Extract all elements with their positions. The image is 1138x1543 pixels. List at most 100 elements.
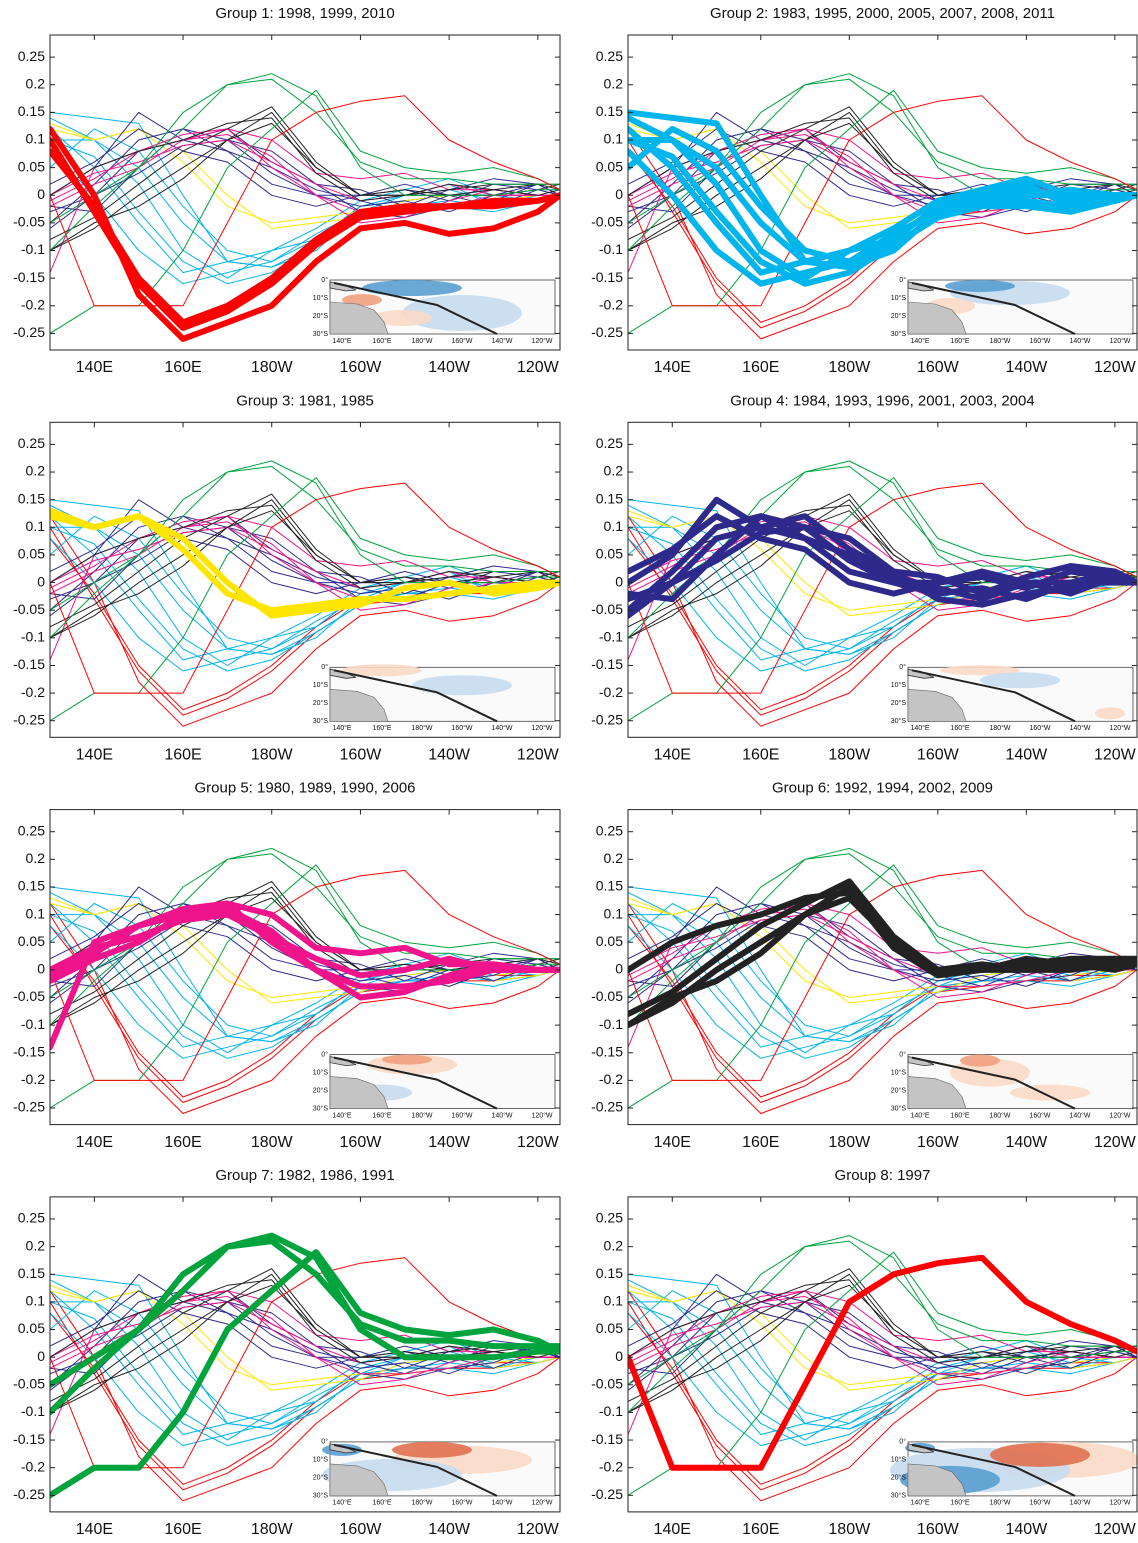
background-line [50, 106, 560, 240]
plot-frame [627, 1196, 1138, 1513]
inset-lon-label: 140°W [1069, 1111, 1090, 1119]
inset-lon-label: 140°E [332, 1111, 351, 1119]
background-line [50, 1301, 560, 1447]
background-line [50, 515, 560, 595]
plot-frame [627, 34, 1138, 351]
inset-lat-label: 10°S [891, 1456, 907, 1464]
y-tick-label: -0.2 [21, 296, 45, 312]
group-line [628, 524, 1137, 603]
y-tick-label: -0.2 [21, 1071, 45, 1087]
panel-title: Group 7: 1982, 1986, 1991 [215, 1167, 394, 1184]
inset-lon-label: 160°W [1029, 1499, 1050, 1507]
y-tick-label: -0.15 [13, 1043, 45, 1059]
inset-lon-label: 160°E [372, 1111, 391, 1119]
background-line [628, 1284, 1137, 1413]
x-tick-label: 120W [517, 1521, 560, 1538]
group-line [628, 513, 1137, 597]
y-tick-label: -0.2 [21, 1458, 45, 1474]
group-line [50, 1232, 560, 1388]
y-tick-label: 0.25 [596, 1210, 623, 1226]
group-line [628, 513, 1137, 614]
inset-lon-label: 180°W [989, 724, 1010, 732]
land [907, 688, 967, 722]
background-line [50, 73, 560, 224]
anomaly [1010, 1084, 1090, 1101]
lines [628, 73, 1137, 340]
background-line [50, 1301, 560, 1441]
x-tick-label: 140E [654, 747, 691, 764]
inset-lon-label: 140°W [1069, 337, 1090, 345]
inset-lon-label: 180°W [989, 337, 1010, 345]
anomaly [372, 310, 432, 326]
group-line [50, 507, 560, 614]
anomaly [980, 672, 1060, 689]
group-line [50, 906, 560, 1001]
y-tick-label: -0.1 [21, 241, 45, 257]
group-line [50, 137, 560, 331]
inset-lon-label: 140°W [1069, 1499, 1090, 1507]
y-tick-label: 0.15 [18, 878, 45, 894]
x-tick-label: 160W [917, 359, 960, 376]
spcz-line [911, 1056, 1076, 1110]
x-tick-label: 160W [340, 1134, 383, 1151]
land [329, 688, 389, 722]
inset-lat-label: 30°S [313, 1492, 329, 1500]
y-tick-label: 0.05 [18, 546, 45, 562]
plot-frame [49, 421, 561, 738]
inset-lon-label: 160°E [950, 1499, 969, 1507]
background-line [50, 515, 560, 727]
y-tick-label: 0.2 [26, 1237, 46, 1253]
inset-lat-label: 0° [899, 1438, 906, 1446]
inset-lat-label: 0° [321, 1050, 328, 1058]
inset-lon-label: 120°W [531, 1499, 552, 1507]
y-tick-label: 0.05 [596, 158, 623, 174]
background-line [628, 128, 1137, 340]
y-tick-label: 0.15 [596, 490, 623, 506]
background-line [50, 925, 560, 1059]
group-line [50, 1249, 560, 1499]
spcz-line [333, 282, 498, 335]
plot-frame [49, 34, 561, 351]
y-tick-label: 0 [37, 1348, 45, 1364]
x-tick-label: 160E [742, 1134, 779, 1151]
x-tick-label: 180W [828, 747, 871, 764]
inset-lat-label: 20°S [313, 699, 329, 707]
anomaly [1095, 707, 1125, 720]
inset-lon-label: 140°W [491, 1111, 512, 1119]
inset-lon-label: 160°E [372, 1499, 391, 1507]
x-tick-label: 160E [164, 1134, 201, 1151]
lines [50, 73, 560, 342]
group-line [628, 878, 1137, 1018]
y-tick-label: 0.25 [18, 822, 45, 838]
inset-lon-label: 140°E [332, 724, 351, 732]
background-line [628, 1301, 1137, 1447]
inset-lon-label: 160°W [1029, 1111, 1050, 1119]
background-line [50, 95, 560, 307]
inset-lon-label: 180°W [989, 1499, 1010, 1507]
x-tick-label: 140W [428, 1521, 471, 1538]
y-tick-label: -0.25 [13, 711, 45, 727]
y-tick-label: 0 [37, 573, 45, 589]
background-line [628, 95, 1137, 307]
inset-lon-label: 120°W [1109, 724, 1130, 732]
spcz-line [333, 1056, 498, 1110]
inset-lat-label: 30°S [313, 717, 329, 725]
spcz-line [333, 1443, 498, 1497]
background-line [628, 482, 1137, 694]
anomaly [412, 675, 512, 696]
anomaly [945, 280, 1015, 292]
y-tick-label: -0.1 [599, 629, 623, 645]
lines [628, 1235, 1137, 1502]
x-tick-label: 160E [164, 359, 201, 376]
y-tick-label: 0.15 [596, 878, 623, 894]
panel-title: Group 2: 1983, 1995, 2000, 2005, 2007, 2… [710, 5, 1055, 22]
inset-lat-label: 10°S [891, 1068, 907, 1076]
background-line [628, 515, 1137, 727]
inset-lon-label: 120°W [1109, 1499, 1130, 1507]
background-line [628, 903, 1137, 1114]
panel-title: Group 4: 1984, 1993, 1996, 2001, 2003, 2… [730, 392, 1034, 409]
inset-lon-label: 120°W [531, 337, 552, 345]
y-tick-label: 0.25 [18, 1210, 45, 1226]
